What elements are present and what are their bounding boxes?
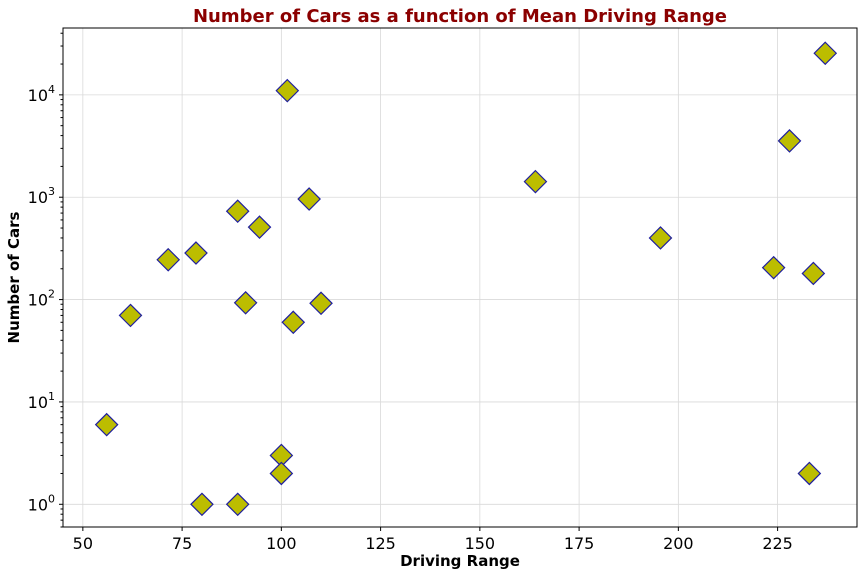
data-point [247, 215, 272, 239]
data-point [281, 310, 306, 335]
data-point [777, 129, 802, 153]
points-layer [94, 41, 838, 517]
x-tick-label: 125 [365, 534, 396, 553]
data-point [523, 169, 548, 194]
data-point [309, 291, 333, 316]
data-point [156, 247, 181, 272]
data-point [190, 492, 214, 517]
x-tick-label: 175 [564, 534, 595, 553]
y-tick-label: 100 [28, 492, 55, 514]
x-tick-label: 100 [266, 534, 297, 553]
data-point [184, 241, 208, 265]
y-tick-label: 101 [28, 390, 55, 412]
y-axis-label: Number of Cars [5, 211, 23, 343]
x-axis-label: Driving Range [400, 552, 520, 570]
x-tick-label: 50 [73, 534, 93, 553]
y-tick-label: 103 [28, 185, 55, 207]
data-point [269, 461, 294, 486]
x-tick-label: 225 [762, 534, 793, 553]
data-point [813, 41, 838, 66]
data-point [225, 492, 250, 517]
x-tick-label: 200 [663, 534, 694, 553]
data-point [797, 461, 822, 486]
y-tick-label: 104 [28, 83, 55, 105]
data-point [648, 226, 673, 250]
data-point [297, 187, 321, 211]
plot-frame [62, 27, 858, 528]
y-tick-label: 102 [28, 288, 55, 310]
data-point [94, 412, 119, 437]
data-point [118, 303, 143, 328]
data-point [233, 290, 258, 315]
grid-layer [63, 28, 857, 527]
data-point [275, 78, 300, 103]
data-point [225, 199, 250, 224]
x-tick-label: 75 [172, 534, 192, 553]
data-point [761, 255, 786, 280]
data-point [801, 261, 826, 286]
chart-title: Number of Cars as a function of Mean Dri… [193, 6, 727, 27]
ticks-layer: 50 75 100 125 150 175 200 225 100 101 102 103 104 [28, 32, 793, 553]
x-tick-label: 150 [465, 534, 496, 553]
